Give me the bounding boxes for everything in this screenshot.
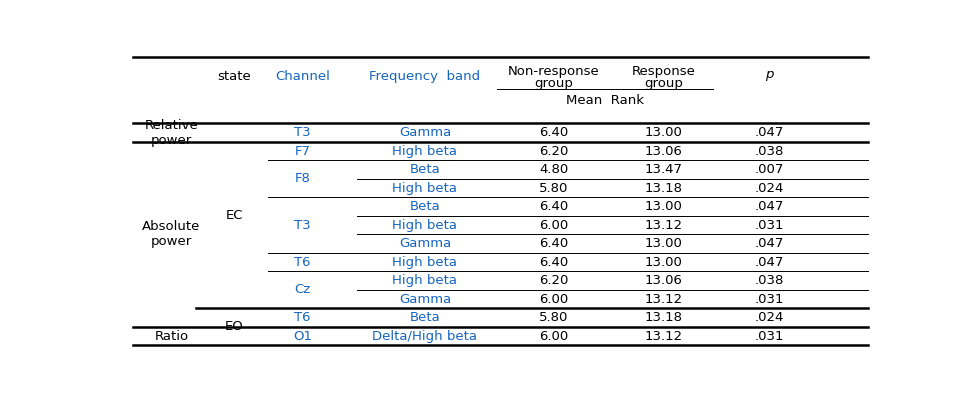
Text: EC: EC <box>226 209 243 222</box>
Text: Beta: Beta <box>409 163 441 176</box>
Text: O1: O1 <box>293 330 312 343</box>
Text: Channel: Channel <box>275 70 330 83</box>
Text: 13.12: 13.12 <box>645 219 683 232</box>
Text: .031: .031 <box>755 293 785 306</box>
Text: 13.47: 13.47 <box>645 163 683 176</box>
Text: Beta: Beta <box>409 311 441 324</box>
Text: 13.06: 13.06 <box>645 274 683 287</box>
Text: High beta: High beta <box>393 145 457 158</box>
Text: Delta/High beta: Delta/High beta <box>372 330 478 343</box>
Text: 13.12: 13.12 <box>645 293 683 306</box>
Text: Gamma: Gamma <box>399 237 451 250</box>
Text: Cz: Cz <box>294 284 311 297</box>
Text: 13.12: 13.12 <box>645 330 683 343</box>
Text: 13.18: 13.18 <box>645 311 683 324</box>
Text: 6.40: 6.40 <box>539 126 569 139</box>
Text: Absolute
power: Absolute power <box>143 220 200 248</box>
Text: .038: .038 <box>755 145 785 158</box>
Text: group: group <box>534 77 573 90</box>
Text: High beta: High beta <box>393 256 457 269</box>
Text: EO: EO <box>225 320 243 333</box>
Text: .031: .031 <box>755 219 785 232</box>
Text: Ratio: Ratio <box>154 330 189 343</box>
Text: 6.20: 6.20 <box>539 274 569 287</box>
Text: High beta: High beta <box>393 182 457 195</box>
Text: 6.40: 6.40 <box>539 256 569 269</box>
Text: Beta: Beta <box>409 200 441 213</box>
Text: state: state <box>217 70 251 83</box>
Text: 13.06: 13.06 <box>645 145 683 158</box>
Text: F8: F8 <box>294 173 311 185</box>
Text: 13.18: 13.18 <box>645 182 683 195</box>
Text: T6: T6 <box>294 311 311 324</box>
Text: 13.00: 13.00 <box>645 200 683 213</box>
Text: 13.00: 13.00 <box>645 256 683 269</box>
Text: 6.00: 6.00 <box>539 219 569 232</box>
Text: T6: T6 <box>294 256 311 269</box>
Text: Frequency  band: Frequency band <box>369 70 481 83</box>
Text: High beta: High beta <box>393 219 457 232</box>
Text: Gamma: Gamma <box>399 126 451 139</box>
Text: Relative
power: Relative power <box>145 118 198 147</box>
Text: 13.00: 13.00 <box>645 237 683 250</box>
Text: .047: .047 <box>755 256 785 269</box>
Text: .047: .047 <box>755 237 785 250</box>
Text: .047: .047 <box>755 200 785 213</box>
Text: .024: .024 <box>755 182 785 195</box>
Text: 6.40: 6.40 <box>539 237 569 250</box>
Text: 6.20: 6.20 <box>539 145 569 158</box>
Text: .031: .031 <box>755 330 785 343</box>
Text: 6.40: 6.40 <box>539 200 569 213</box>
Text: High beta: High beta <box>393 274 457 287</box>
Text: $p$: $p$ <box>765 69 775 83</box>
Text: Non-response: Non-response <box>508 65 600 78</box>
Text: T3: T3 <box>294 219 311 232</box>
Text: 6.00: 6.00 <box>539 293 569 306</box>
Text: Response: Response <box>631 65 696 78</box>
Text: .024: .024 <box>755 311 785 324</box>
Text: Mean  Rank: Mean Rank <box>566 94 644 107</box>
Text: .038: .038 <box>755 274 785 287</box>
Text: 6.00: 6.00 <box>539 330 569 343</box>
Text: .007: .007 <box>755 163 785 176</box>
Text: .047: .047 <box>755 126 785 139</box>
Text: 5.80: 5.80 <box>539 311 569 324</box>
Text: F7: F7 <box>294 145 311 158</box>
Text: 13.00: 13.00 <box>645 126 683 139</box>
Text: group: group <box>644 77 683 90</box>
Text: 5.80: 5.80 <box>539 182 569 195</box>
Text: Gamma: Gamma <box>399 293 451 306</box>
Text: T3: T3 <box>294 126 311 139</box>
Text: 4.80: 4.80 <box>539 163 569 176</box>
